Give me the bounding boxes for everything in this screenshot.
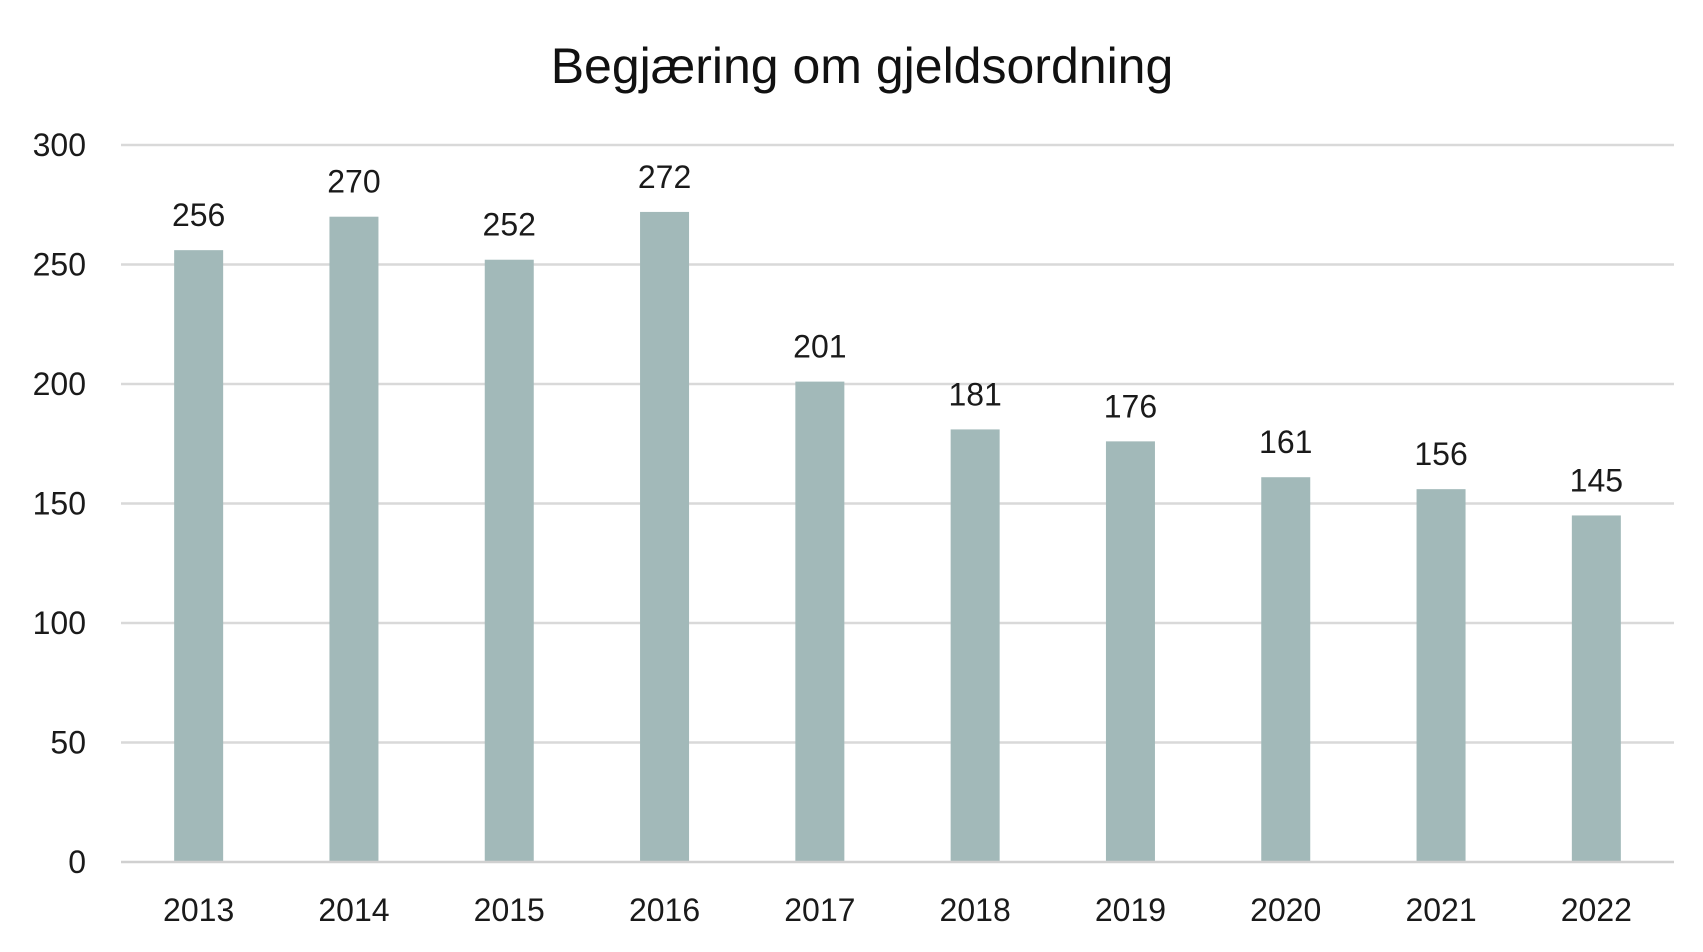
bar [795,381,845,862]
x-tick-label: 2016 [629,892,700,928]
x-tick-label: 2018 [940,892,1011,928]
x-tick-label: 2013 [163,892,234,928]
bar [1105,441,1155,862]
bar [484,259,534,863]
bars [174,211,1621,863]
x-tick-label: 2021 [1405,892,1476,928]
x-tick-label: 2019 [1095,892,1166,928]
y-tick-label: 0 [68,844,86,880]
x-tick-label: 2015 [474,892,545,928]
data-label: 270 [327,164,380,200]
y-tick-label: 200 [33,366,86,402]
data-label: 176 [1104,388,1157,424]
y-tick-label: 300 [33,127,86,163]
y-axis-ticks: 0 50 100 150 200 250 300 [33,127,86,880]
x-tick-label: 2014 [318,892,389,928]
y-tick-label: 100 [33,605,86,641]
data-label: 201 [793,329,846,365]
data-label: 161 [1259,424,1312,460]
x-tick-label: 2020 [1250,892,1321,928]
data-label: 252 [483,207,536,243]
bar [174,250,224,862]
x-axis-ticks: 2013 2014 2015 2016 2017 2018 2019 2020 2021 2022 [163,892,1632,928]
data-label: 272 [638,159,691,195]
gridlines [121,143,1674,744]
chart-title: Begjæring om gjeldsordning [551,38,1174,94]
y-tick-label: 250 [33,247,86,283]
x-tick-label: 2017 [784,892,855,928]
data-labels: 256 270 252 272 201 181 176 161 156 145 [172,159,1623,499]
bar [950,429,1000,862]
data-label: 256 [172,197,225,233]
bar [1416,489,1466,862]
data-label: 145 [1570,462,1623,498]
bar [1261,477,1311,862]
data-label: 181 [948,376,1001,412]
data-label: 156 [1414,436,1467,472]
bar [640,211,690,863]
y-tick-label: 150 [33,486,86,522]
x-tick-label: 2022 [1561,892,1632,928]
bar [1571,515,1621,862]
bar [329,216,379,862]
y-tick-label: 50 [50,725,86,761]
